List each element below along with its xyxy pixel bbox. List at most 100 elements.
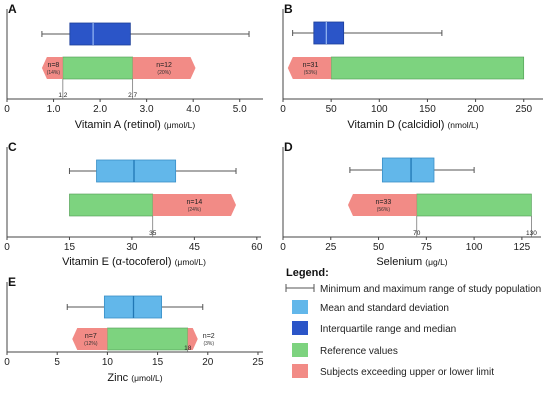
sd-box (381, 157, 435, 183)
x-tick-label: 15 (152, 357, 164, 368)
x-tick-label: 0 (4, 242, 10, 253)
exceed-low-percent: (53%) (304, 70, 318, 76)
x-tick-label: 75 (421, 242, 433, 253)
legend-swatch-iqr (292, 321, 308, 335)
reference-band (330, 56, 525, 80)
iqr-box (69, 22, 131, 46)
chart-panel-b: B 0 50 100 150 200 250 n=31(53%) Vitamin D (calc… (280, 2, 543, 131)
exceed-low-percent: (56%) (377, 207, 391, 213)
x-tick-label: 200 (467, 104, 484, 115)
x-axis-unit: (μmol/L) (131, 373, 163, 383)
x-axis-title: Vitamin E (α-tocoferol) (μmol/L) (62, 256, 206, 268)
x-tick-label: 25 (325, 242, 337, 253)
exceed-high-count: n=2 (203, 333, 215, 340)
exceed-high-percent: (20%) (157, 70, 171, 76)
chart-panel-d: D 0 25 50 75 100 125 n=33(56%) 70 130 Selenium (μg… (280, 140, 541, 268)
x-tick-label: 3.0 (140, 104, 154, 115)
x-tick-label: 1.0 (47, 104, 61, 115)
x-axis-title: Vitamin A (retinol) (μmol/L) (75, 119, 196, 131)
chart-panel-c: C 0 15 30 45 60 n=14(24%) 35 Vitamin E (α-tocofe… (4, 140, 263, 268)
reference-mark-label: 18 (184, 345, 192, 352)
exceed-low-bar (72, 328, 108, 350)
exceed-high-percent: (3%) (203, 341, 214, 347)
x-axis-title-text: Zinc (107, 372, 131, 384)
reference-mark-label: 35 (149, 230, 157, 237)
x-tick-label: 50 (326, 104, 338, 115)
panel-label: B (284, 2, 293, 16)
iqr-box (313, 21, 345, 45)
x-tick-label: 10 (102, 357, 114, 368)
legend-label: Interquartile range and median (320, 324, 456, 335)
reference-mark-label: 70 (413, 230, 421, 237)
x-axis-title: Vitamin D (calcidiol) (nmol/L) (347, 119, 478, 131)
x-tick-label: 250 (515, 104, 532, 115)
x-axis-unit: (nmol/L) (447, 120, 478, 130)
legend: Legend: Minimum and maximum range of stud… (285, 267, 541, 378)
exceed-low-count: n=7 (85, 333, 97, 340)
x-tick-label: 4.0 (186, 104, 200, 115)
legend-label: Reference values (320, 346, 398, 357)
x-tick-label: 150 (419, 104, 436, 115)
x-tick-label: 30 (126, 242, 138, 253)
x-axis-title: Selenium (μg/L) (376, 256, 447, 268)
x-tick-label: 20 (202, 357, 214, 368)
legend-swatch-exceed (292, 364, 308, 378)
exceed-high-count: n=14 (186, 199, 202, 206)
x-tick-label: 15 (64, 242, 76, 253)
legend-swatch-sd (292, 300, 308, 314)
x-axis-unit: (μmol/L) (175, 257, 207, 267)
legend-label: Mean and standard deviation (320, 303, 449, 314)
reference-band (69, 193, 154, 217)
x-tick-label: 0 (280, 242, 286, 253)
x-tick-label: 125 (514, 242, 531, 253)
reference-band (62, 56, 133, 80)
exceed-low-count: n=31 (303, 62, 319, 69)
x-tick-label: 2.0 (93, 104, 107, 115)
exceed-high-bar (152, 194, 237, 216)
reference-mark-label: 2.7 (128, 92, 137, 99)
exceed-low-percent: (12%) (84, 341, 98, 347)
x-tick-label: 0 (280, 104, 286, 115)
legend-label: Minimum and maximum range of study popul… (320, 284, 541, 295)
panel-label: D (284, 140, 293, 154)
x-tick-label: 0 (4, 357, 10, 368)
exceed-high-bar (132, 57, 196, 79)
sd-box (96, 159, 177, 183)
x-axis-title-text: Selenium (376, 256, 425, 268)
x-axis-unit: (μg/L) (425, 257, 448, 267)
reference-mark-label: 130 (526, 230, 537, 237)
exceed-high-percent: (24%) (188, 207, 202, 213)
x-axis-title-text: Vitamin D (calcidiol) (347, 119, 447, 131)
reference-band (416, 193, 532, 217)
legend-label: Subjects exceeding upper or lower limit (320, 367, 494, 378)
x-tick-label: 5 (54, 357, 60, 368)
chart-panel-e: E 0 5 10 15 20 25 n=7(12%) n=2(3%) 18 Zinc (μmol/L… (4, 275, 264, 384)
x-axis-title-text: Vitamin E (α-tocoferol) (62, 256, 175, 268)
exceed-low-bar (41, 57, 63, 79)
x-axis-unit: (μmol/L) (164, 120, 196, 130)
exceed-low-percent: (14%) (47, 70, 61, 76)
legend-swatch-ref (292, 343, 308, 357)
reference-mark-label: 1.2 (58, 92, 67, 99)
reference-band (107, 327, 189, 351)
panel-label: E (8, 275, 16, 289)
x-tick-label: 100 (466, 242, 483, 253)
exceed-low-bar (287, 57, 332, 79)
chart-panel-a: A 0 1.0 2.0 3.0 4.0 5.0 n=8(14%) n=12(20%) 1.2 2.7… (4, 2, 263, 131)
x-tick-label: 100 (371, 104, 388, 115)
x-axis-title-text: Vitamin A (retinol) (75, 119, 164, 131)
exceed-low-count: n=33 (375, 199, 391, 206)
exceed-low-bar (347, 194, 417, 216)
x-tick-label: 25 (252, 357, 264, 368)
x-tick-label: 45 (189, 242, 201, 253)
panel-label: C (8, 140, 17, 154)
x-tick-label: 5.0 (233, 104, 247, 115)
legend-title: Legend: (286, 267, 329, 279)
x-tick-label: 50 (373, 242, 385, 253)
x-tick-label: 0 (4, 104, 10, 115)
x-tick-label: 60 (251, 242, 263, 253)
exceed-high-count: n=12 (156, 62, 172, 69)
exceed-high-bar (187, 328, 198, 350)
exceed-low-count: n=8 (47, 62, 59, 69)
